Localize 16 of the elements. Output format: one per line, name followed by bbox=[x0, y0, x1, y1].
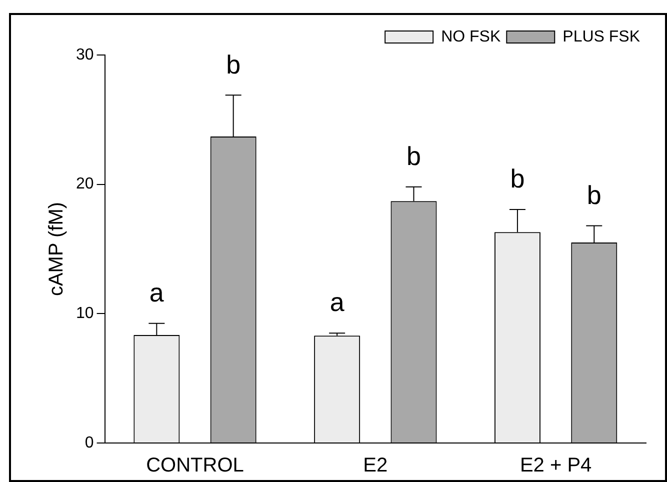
y-tick-label: 20 bbox=[76, 176, 94, 193]
legend-label: PLUS FSK bbox=[562, 28, 640, 46]
x-tick-label: E2 + P4 bbox=[520, 454, 592, 477]
x-tick-label: E2 bbox=[363, 454, 388, 477]
annotation: a bbox=[330, 287, 345, 318]
x-tick-label: CONTROL bbox=[146, 454, 244, 477]
y-tick-label: 0 bbox=[84, 434, 94, 452]
y-tick-label: 10 bbox=[76, 305, 94, 322]
y-axis-title: cAMP (fM) bbox=[46, 202, 68, 296]
annotation: b bbox=[586, 180, 602, 210]
annotation: b bbox=[226, 49, 241, 80]
y-tick-label: 30 bbox=[76, 46, 94, 64]
legend-label: NO FSK bbox=[441, 28, 501, 46]
annotation: b bbox=[510, 164, 525, 194]
annotation: b bbox=[406, 141, 421, 172]
annotation: a bbox=[149, 278, 164, 308]
